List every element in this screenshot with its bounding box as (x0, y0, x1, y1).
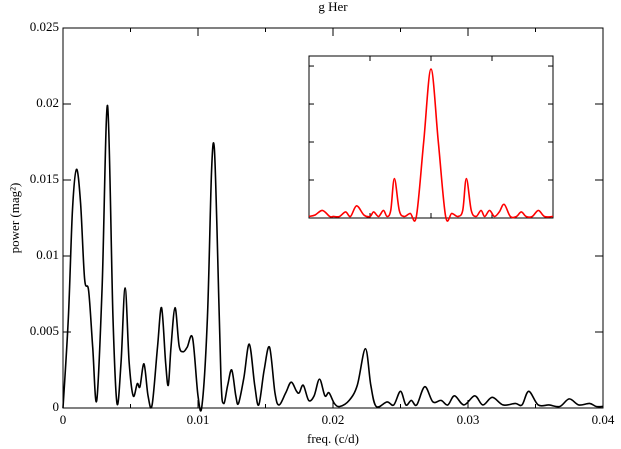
y-tick-label: 0.015 (30, 171, 59, 186)
inset-frame (308, 55, 554, 219)
data-line (62, 104, 604, 412)
y-tick-label: 0 (53, 399, 60, 414)
y-tick-label: 0.025 (30, 19, 59, 34)
x-tick-label: 0.04 (592, 412, 615, 427)
y-tick-label: 0.02 (36, 95, 59, 110)
y-tick-label: 0.005 (30, 323, 59, 338)
x-tick-label: 0.01 (187, 412, 210, 427)
x-axis-label: freq. (c/d) (307, 431, 359, 446)
x-tick-label: 0.03 (457, 412, 480, 427)
y-axis-label: power (mag²) (7, 183, 22, 254)
y-tick-label: 0.01 (36, 247, 59, 262)
x-tick-label: 0.02 (322, 412, 345, 427)
data-line (308, 68, 554, 222)
x-tick-label: 0 (60, 412, 67, 427)
chart-title: g Her (318, 0, 348, 14)
